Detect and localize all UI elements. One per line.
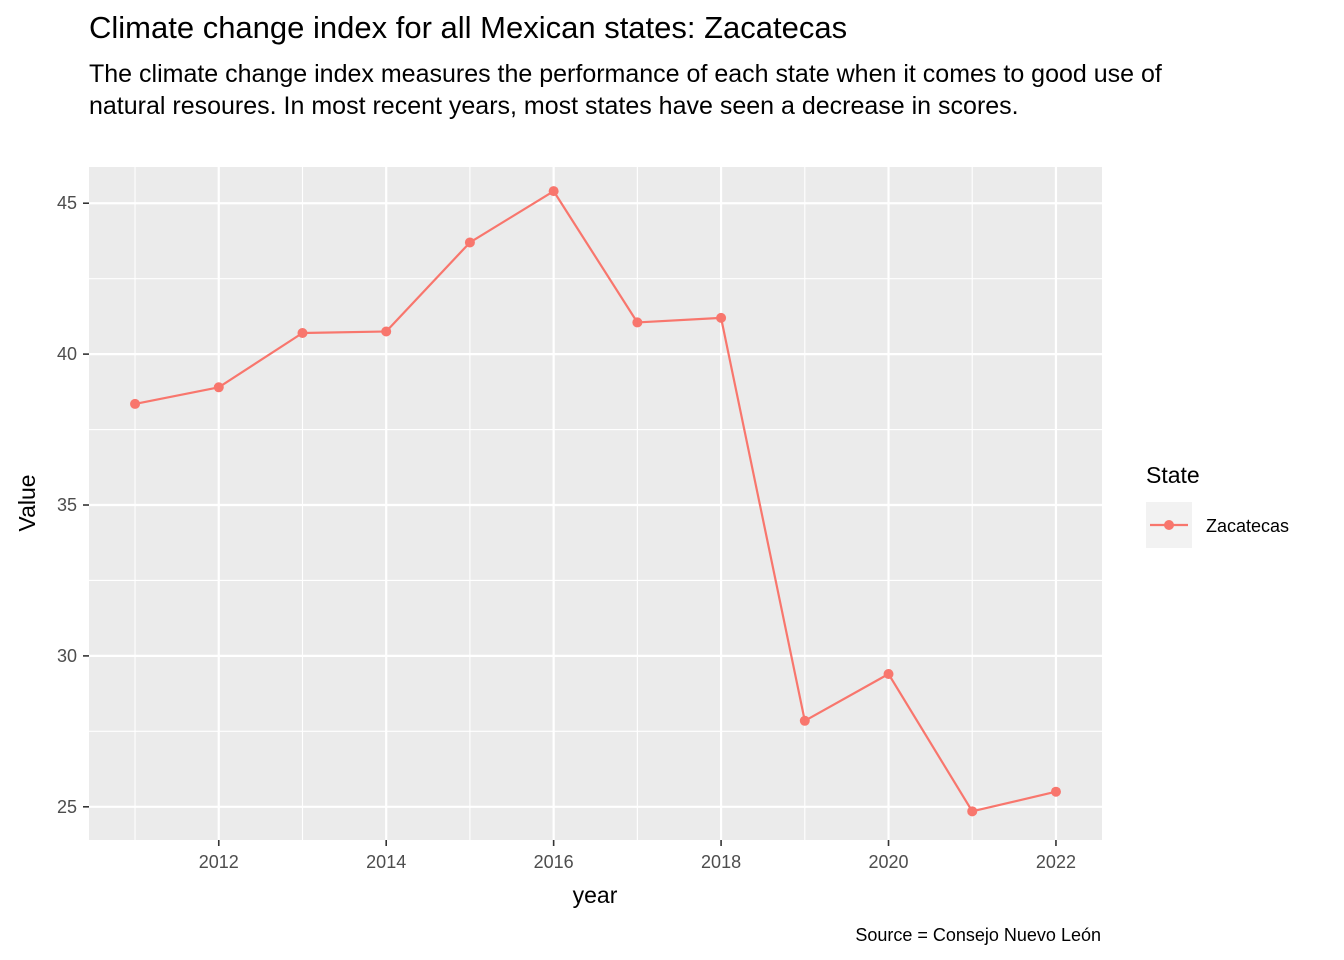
data-point <box>967 806 978 817</box>
y-tick-label: 45 <box>57 193 77 213</box>
data-point <box>548 186 559 197</box>
x-tick-label: 2022 <box>1036 852 1076 872</box>
caption: Source = Consejo Nuevo León <box>855 925 1101 945</box>
chart-title: Climate change index for all Mexican sta… <box>89 10 848 45</box>
y-axis-title: Value <box>14 474 40 531</box>
data-point <box>632 317 643 328</box>
plot-panel <box>89 167 1102 840</box>
y-tick-label: 40 <box>57 344 77 364</box>
x-tick-label: 2014 <box>366 852 406 872</box>
y-tick-label: 25 <box>57 797 77 817</box>
grid-major <box>89 167 1102 840</box>
x-axis-title: year <box>573 882 618 908</box>
grid-minor <box>89 167 1102 840</box>
series-layer <box>130 186 1061 817</box>
data-point <box>464 237 475 248</box>
legend-key-point <box>1164 520 1174 530</box>
data-point <box>297 327 308 338</box>
x-tick-label: 2018 <box>701 852 741 872</box>
data-point <box>883 669 894 680</box>
x-tick-label: 2016 <box>534 852 574 872</box>
legend-label: Zacatecas <box>1206 516 1289 536</box>
y-axis: 25 30 35 40 45 <box>57 193 89 817</box>
series-line <box>134 190 1057 813</box>
data-point <box>381 326 392 337</box>
legend: State Zacatecas <box>1146 462 1289 548</box>
data-point <box>213 382 224 393</box>
x-tick-label: 2020 <box>868 852 908 872</box>
x-axis: 2012 2014 2016 2018 2020 2022 <box>199 840 1076 872</box>
data-point <box>130 398 141 409</box>
x-tick-label: 2012 <box>199 852 239 872</box>
chart-subtitle: The climate change index measures the pe… <box>89 60 1162 120</box>
y-tick-label: 30 <box>57 646 77 666</box>
y-tick-label: 35 <box>57 495 77 515</box>
data-point <box>1050 786 1061 797</box>
data-point <box>799 715 810 726</box>
data-point <box>716 312 727 323</box>
legend-title: State <box>1146 462 1200 488</box>
